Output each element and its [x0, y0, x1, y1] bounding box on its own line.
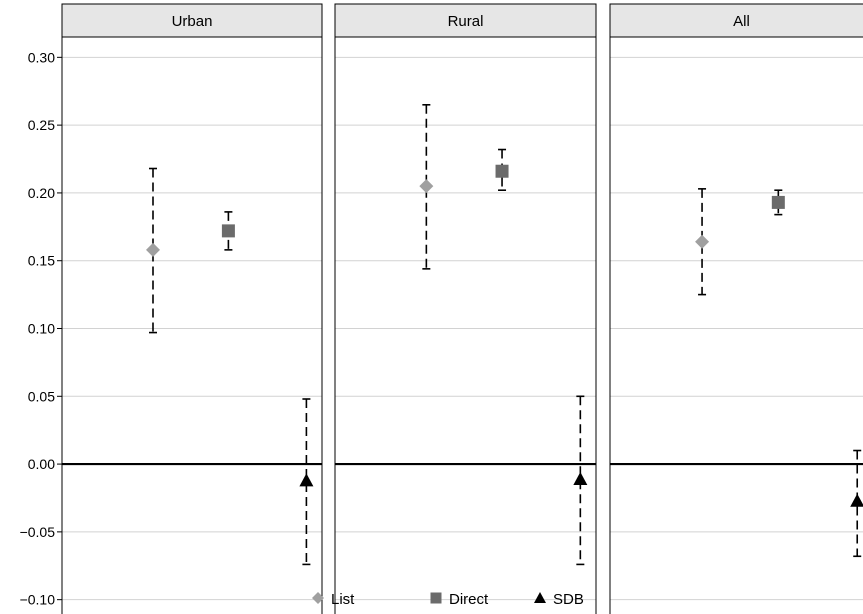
panel-rural: Rural: [334, 3, 597, 614]
direct-point: [221, 224, 235, 238]
sdb-point: [573, 471, 588, 485]
panel-strip: [334, 3, 597, 38]
legend-list-marker: [312, 592, 324, 604]
list-point: [419, 179, 434, 194]
panel-urban: Urban: [61, 3, 323, 614]
legend-sdb-label: SDB: [553, 591, 584, 608]
y-tick-label: 0.05: [28, 388, 55, 404]
y-tick-label: 0.15: [28, 253, 55, 269]
panel-title: All: [733, 13, 750, 30]
y-tick-label: 0.25: [28, 117, 55, 133]
panel-frame: [334, 36, 597, 614]
panel-title: Urban: [172, 13, 213, 30]
panel-frame: [609, 36, 863, 614]
y-tick-label: 0.30: [28, 49, 55, 65]
legend-sdb-marker: [534, 592, 546, 603]
panel-strip: [61, 3, 323, 38]
panel-strip: [609, 3, 863, 38]
list-point: [695, 234, 710, 249]
panel-title: Rural: [448, 13, 484, 30]
y-tick-label: 0.10: [28, 321, 55, 337]
sdb-point: [299, 473, 314, 487]
y-tick-label: −0.05: [20, 524, 56, 540]
y-tick-label: −0.10: [20, 592, 56, 608]
list-point: [146, 242, 160, 257]
direct-point: [495, 164, 509, 178]
legend-direct-marker: [430, 592, 442, 604]
legend-direct-label: Direct: [449, 591, 489, 608]
direct-point: [771, 195, 785, 209]
legend: List Direct SDB: [312, 591, 584, 608]
y-tick-label: 0.00: [28, 456, 55, 472]
panel-frame: [61, 36, 323, 614]
legend-list-label: List: [331, 591, 355, 608]
panel-all: All: [609, 3, 863, 614]
sdb-point: [850, 493, 863, 507]
y-tick-label: 0.20: [28, 185, 55, 201]
